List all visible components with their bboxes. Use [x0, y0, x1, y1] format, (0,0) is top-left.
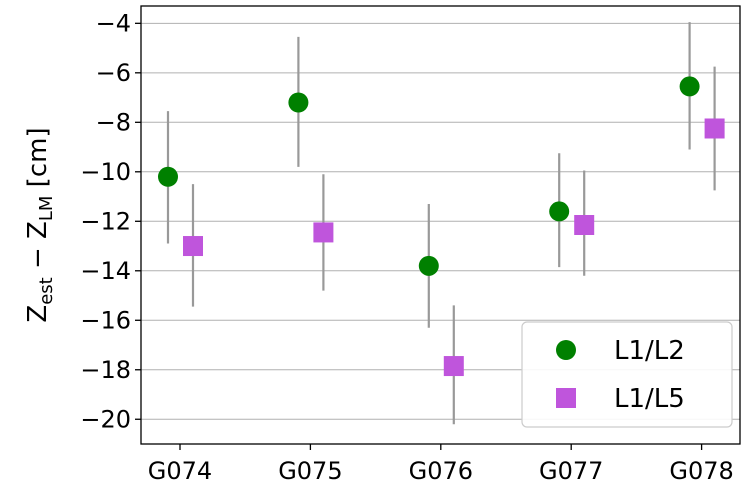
data-point-square	[704, 118, 725, 139]
y-tick-label: −12	[80, 207, 131, 235]
data-point-circle	[158, 166, 178, 187]
y-tick-label: −16	[80, 306, 131, 334]
y-tick-label: −6	[96, 59, 131, 87]
legend-marker-circle	[556, 340, 576, 360]
y-axis-label: Zest − ZLM [cm]	[23, 127, 57, 322]
legend-label: L1/L5	[614, 384, 685, 414]
y-tick-label: −4	[96, 9, 131, 37]
grid-lines	[141, 22, 740, 420]
data-point-circle	[679, 76, 700, 97]
legend-marker-square	[556, 388, 576, 408]
legend-label: L1/L2	[614, 336, 685, 366]
x-tick-label: G074	[148, 457, 212, 484]
data-point-square	[313, 222, 334, 243]
x-axis-ticks: G074 G075 G076 G077 G078	[148, 444, 734, 484]
x-tick-label: G077	[539, 457, 603, 484]
y-tick-label: −10	[80, 158, 131, 186]
data-point-circle	[288, 92, 309, 113]
y-tick-label: −14	[80, 257, 131, 285]
y-tick-label: −18	[80, 356, 131, 384]
data-point-square	[183, 236, 203, 257]
data-point-circle	[418, 255, 439, 276]
x-tick-label: G076	[409, 457, 473, 484]
y-tick-label: −8	[96, 108, 131, 136]
x-tick-label: G075	[278, 457, 342, 484]
x-tick-label: G078	[669, 457, 733, 484]
legend: L1/L2 L1/L5	[521, 321, 733, 428]
data-point-circle	[549, 201, 570, 222]
data-point-square	[443, 356, 464, 377]
y-axis-ticks: −4 −6 −8 −10 −12 −14 −16 −18 −20	[80, 9, 141, 433]
data-markers	[158, 76, 725, 377]
data-point-square	[574, 215, 595, 235]
y-tick-label: −20	[80, 405, 131, 433]
